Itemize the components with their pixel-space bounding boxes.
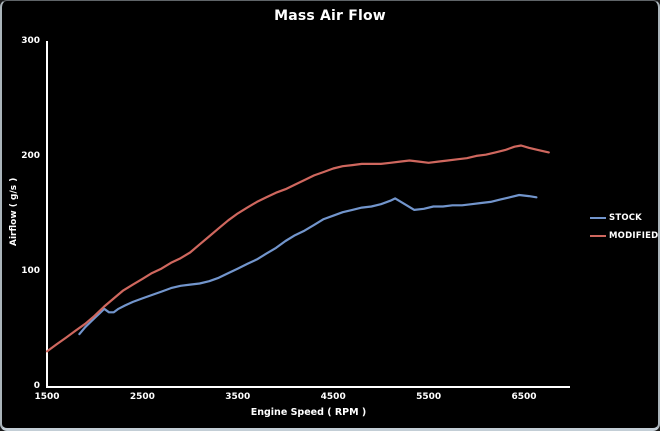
modified-line	[45, 144, 550, 353]
y-tick-label: 200	[21, 151, 40, 161]
legend: STOCK MODIFIED	[590, 213, 658, 249]
legend-label-stock: STOCK	[609, 213, 642, 223]
x-axis-title: Engine Speed ( RPM )	[250, 407, 367, 418]
stock-line	[78, 193, 538, 336]
x-tick-label: 6500	[511, 392, 537, 402]
modified-line-swatch	[590, 235, 606, 237]
x-tick-label: 5500	[416, 392, 442, 402]
y-tick-label: 100	[21, 266, 40, 276]
stock-line-swatch	[590, 217, 606, 219]
x-tick-label: 4500	[320, 392, 346, 402]
legend-item-stock: STOCK	[590, 213, 658, 223]
legend-item-modified: MODIFIED	[590, 231, 658, 241]
y-tick-label: 300	[21, 36, 40, 46]
y-tick-label: 0	[33, 381, 40, 391]
chart-title: Mass Air Flow	[274, 8, 386, 24]
legend-label-modified: MODIFIED	[609, 231, 659, 241]
y-axis-title: Airflow ( g/s )	[9, 177, 19, 246]
x-tick-label: 3500	[225, 392, 251, 402]
x-tick-label: 1500	[34, 392, 60, 402]
x-tick-label: 2500	[129, 392, 155, 402]
